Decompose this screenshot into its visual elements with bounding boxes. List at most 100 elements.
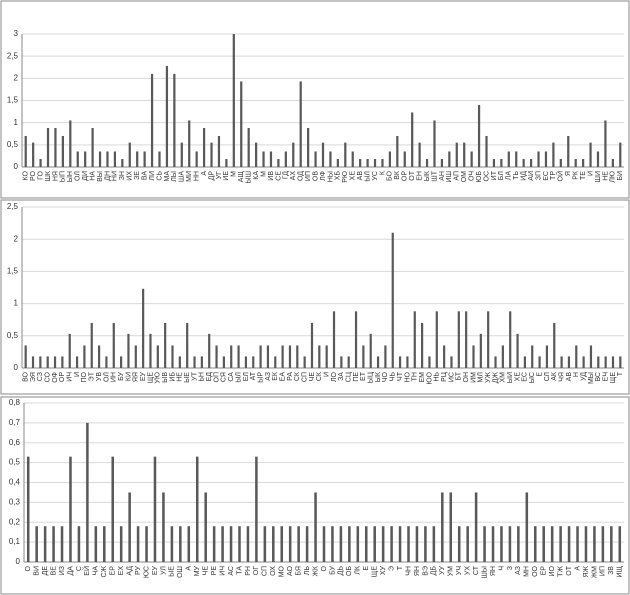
bar <box>501 345 504 368</box>
x-tick-label: ДЬ <box>338 566 345 576</box>
x-tick-label: АЗ <box>265 372 272 381</box>
x-tick-label: Я <box>565 171 572 176</box>
x-tick-label: АП <box>454 171 461 181</box>
bar <box>354 311 358 368</box>
bar <box>472 345 475 368</box>
x-tick-label: ЕУ <box>140 371 147 381</box>
bar <box>297 526 300 562</box>
x-tick-label: БТ <box>456 371 463 380</box>
bar <box>500 526 503 562</box>
x-tick-label: И <box>587 171 594 176</box>
x-tick-label: ОТ <box>566 565 573 575</box>
bar <box>156 345 159 368</box>
bar <box>474 492 478 562</box>
x-tick-label: Е <box>536 372 543 377</box>
bar <box>305 526 309 562</box>
x-tick-label: ЕК <box>272 371 279 381</box>
bar <box>411 112 414 167</box>
x-tick-label: ЬН <box>199 372 206 382</box>
x-tick-label: НЫ <box>327 171 334 182</box>
x-tick-label: УС <box>372 171 379 181</box>
bar <box>210 142 213 167</box>
bar <box>376 356 380 368</box>
x-tick-label: И <box>324 372 331 377</box>
x-tick-label: Э <box>388 566 395 571</box>
x-tick-label: НИ <box>112 171 119 181</box>
bar <box>508 526 512 562</box>
bar <box>567 356 571 368</box>
x-tick-label: ДЕ <box>42 566 49 576</box>
y-tick-label: 2 <box>14 234 19 243</box>
bar <box>303 356 306 368</box>
bar <box>366 159 369 167</box>
y-tick-label: 0,4 <box>9 478 21 487</box>
bar <box>582 356 585 368</box>
bar <box>277 159 280 167</box>
bar <box>559 159 562 167</box>
bar <box>252 356 255 368</box>
bar <box>186 322 189 368</box>
bar <box>171 345 174 368</box>
x-tick-label: ТН <box>412 372 419 381</box>
x-tick-label: ЫШ <box>246 171 253 184</box>
bar <box>212 526 216 562</box>
x-tick-label: АВ <box>357 171 364 181</box>
bar <box>262 151 265 167</box>
x-tick-label: НЯ <box>52 171 59 181</box>
x-tick-label: ЛА <box>506 171 513 181</box>
x-tick-label: АЩ <box>238 171 245 183</box>
x-tick-label: К <box>379 170 386 175</box>
bar <box>619 356 622 368</box>
x-tick-label: ШК <box>45 170 52 181</box>
x-tick-label: ВЭ <box>422 566 429 576</box>
bar <box>247 127 250 167</box>
bar <box>424 526 427 562</box>
x-tick-label: ОД <box>298 171 305 181</box>
bar <box>582 159 585 167</box>
bar <box>435 311 438 368</box>
bar <box>61 135 64 167</box>
x-tick-label: ЧЕ <box>203 566 210 576</box>
x-tick-label: КИ <box>125 372 132 381</box>
x-tick-label: ТЖ <box>557 565 564 576</box>
bar <box>202 127 206 167</box>
x-tick-label: ОВ <box>312 171 319 181</box>
bar <box>105 356 108 368</box>
y-tick-label: 1 <box>14 299 19 308</box>
x-tick-label: СО <box>45 371 52 382</box>
bar <box>589 345 593 368</box>
x-tick-label: ЗЕ <box>134 171 141 180</box>
bar <box>94 526 98 562</box>
x-tick-label: ХУ <box>380 565 387 575</box>
y-tick-label: 1 <box>14 118 19 127</box>
bar <box>428 356 431 368</box>
x-tick-label: ЗН <box>119 171 126 180</box>
bar <box>384 345 387 368</box>
bar <box>280 526 284 562</box>
x-tick-label: МЫ <box>588 372 595 384</box>
x-tick-label: ЮО <box>426 371 433 384</box>
bar <box>403 151 406 167</box>
y-tick-label: 0,5 <box>9 458 21 467</box>
bar <box>296 345 299 368</box>
bar <box>187 526 191 562</box>
x-tick-label: АН <box>439 171 446 181</box>
x-tick-label: ЧЬ <box>390 372 397 382</box>
bar <box>153 456 157 562</box>
x-tick-label: ЕС <box>522 372 529 382</box>
x-tick-label: НЕ <box>177 372 184 382</box>
bar <box>284 151 287 167</box>
x-tick-label: А <box>201 171 208 176</box>
y-tick-label: 0 <box>14 363 19 372</box>
x-tick-label: ВК <box>394 170 401 180</box>
bar <box>406 356 409 368</box>
bar <box>450 356 453 368</box>
bar <box>339 526 343 562</box>
x-tick-label: ЫР <box>257 372 264 383</box>
x-tick-label: ЗВ <box>608 566 615 575</box>
x-tick-label: УХ <box>465 566 472 575</box>
y-tick-label: 0,5 <box>7 140 19 149</box>
x-tick-label: НЬ <box>434 372 441 382</box>
x-tick-label: ЛЫ <box>171 171 178 182</box>
bar <box>477 104 481 167</box>
